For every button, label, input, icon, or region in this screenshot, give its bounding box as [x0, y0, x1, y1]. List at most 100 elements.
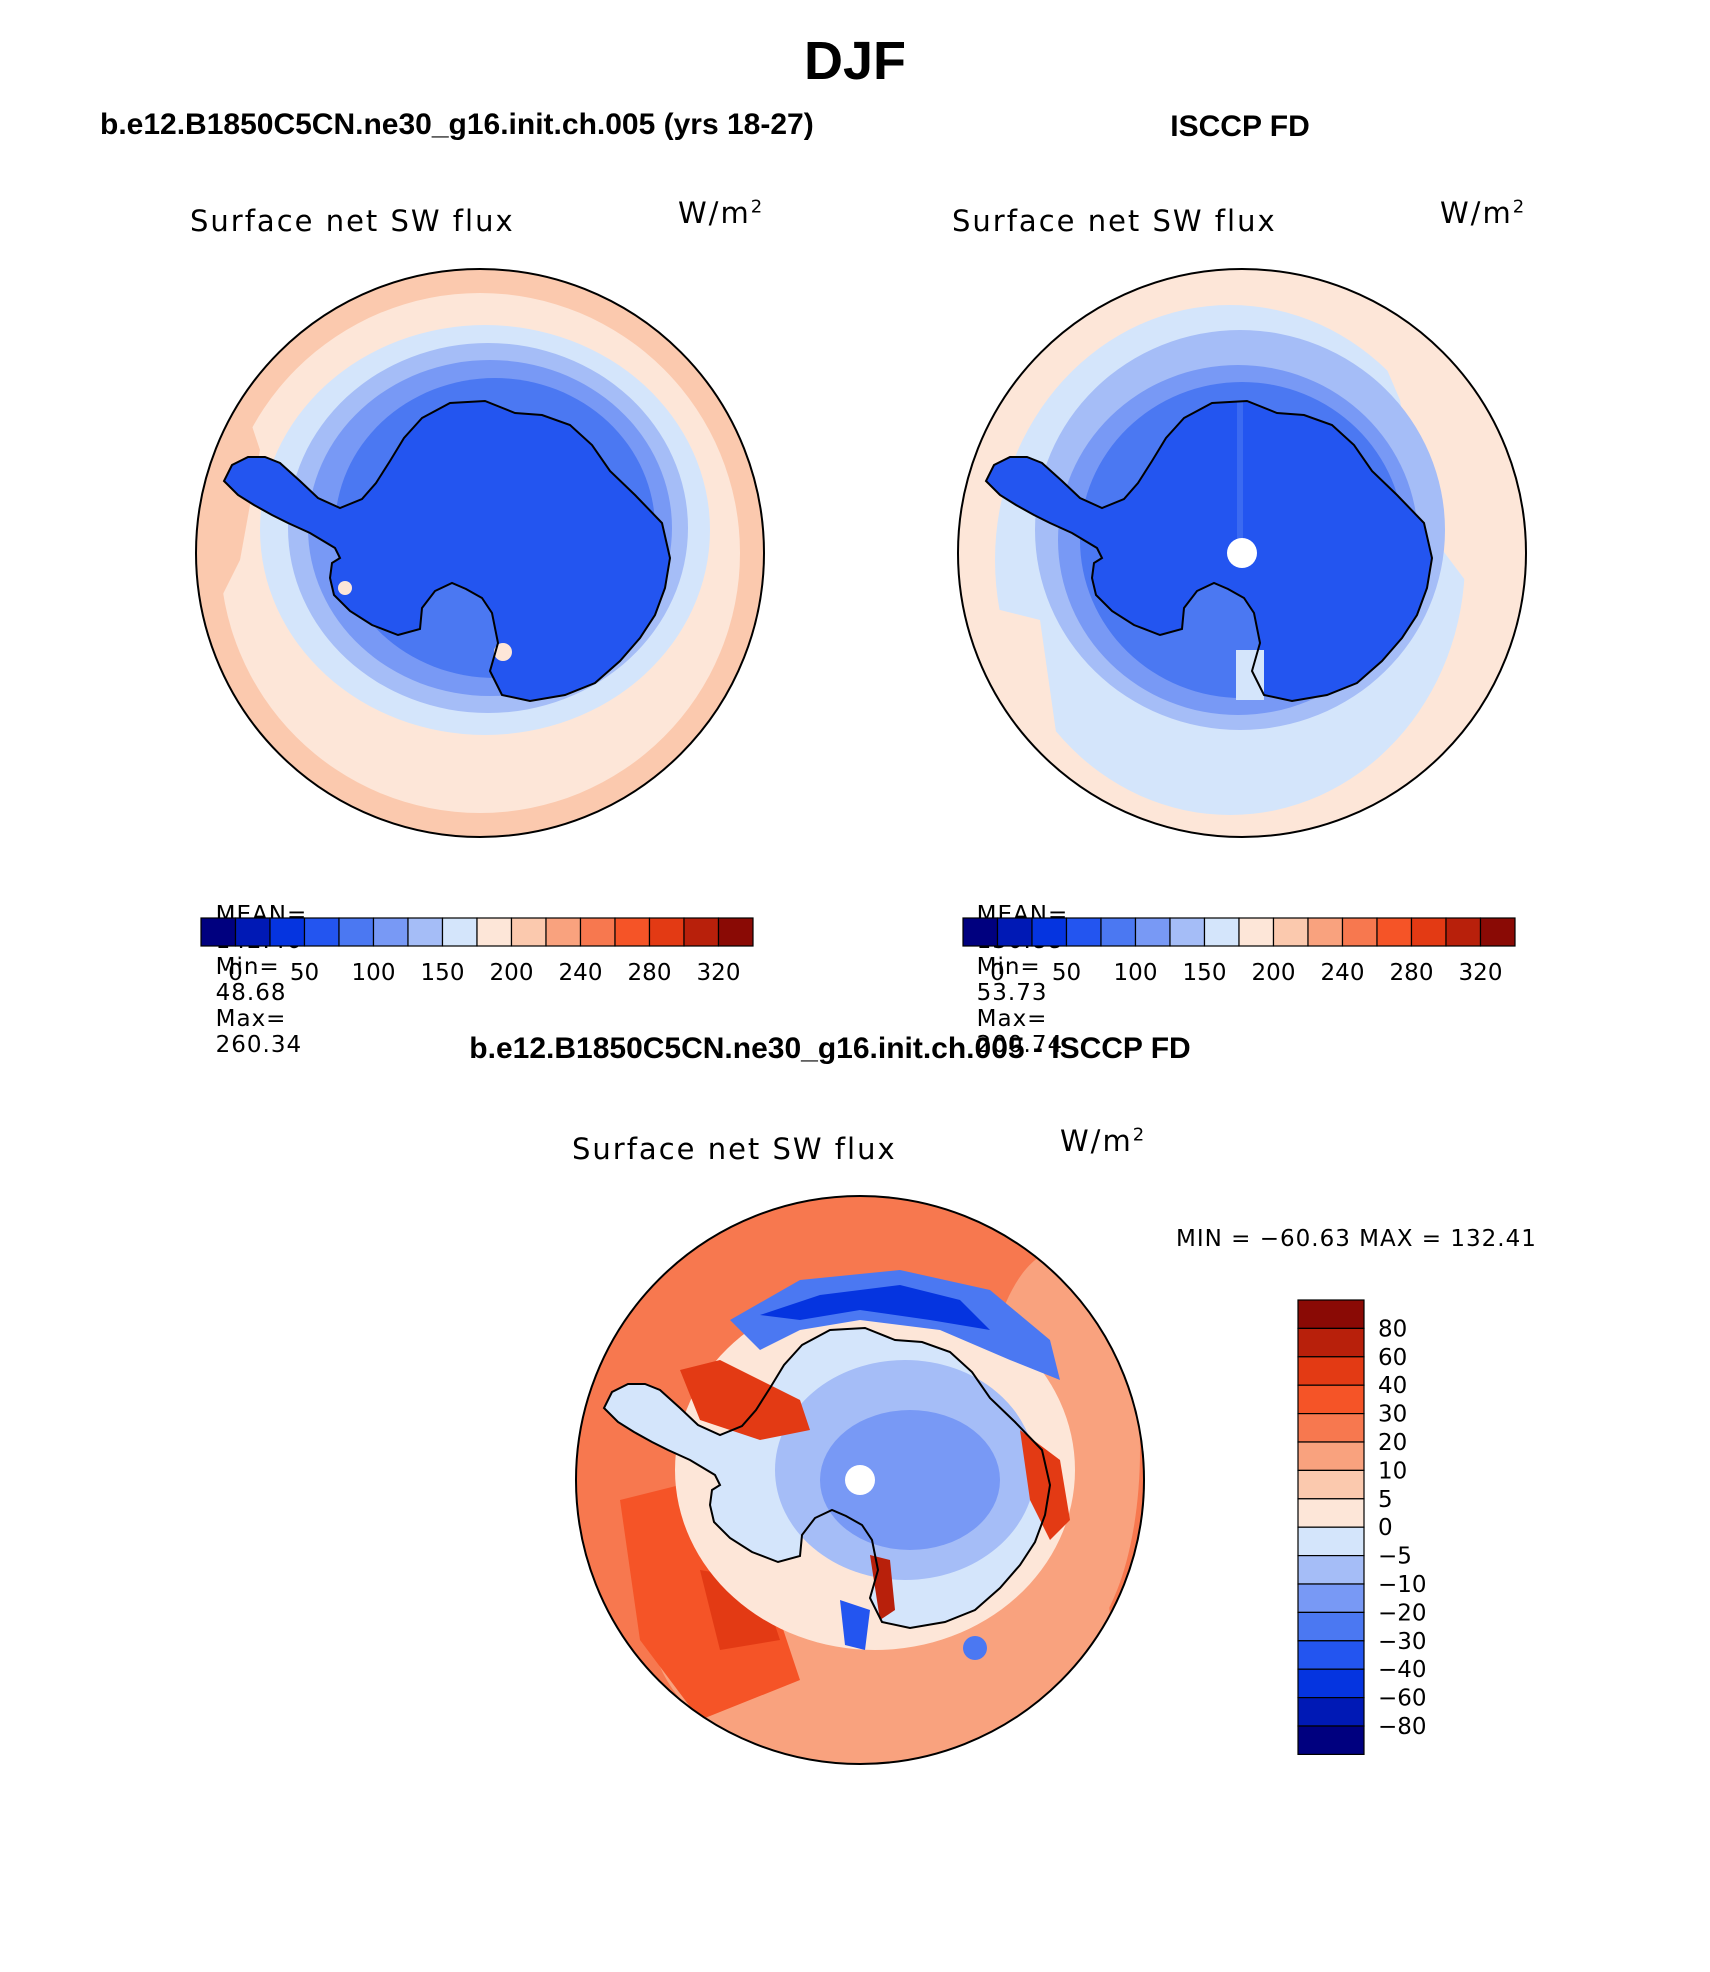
diff-colorbar-label: −30	[1378, 1629, 1427, 1655]
obs-colorbar-box-8	[1238, 917, 1275, 947]
diff-colorbar-label: 40	[1378, 1373, 1407, 1399]
diff-colorbar-label: −60	[1378, 1686, 1427, 1712]
diff-colorbar-label: 10	[1378, 1458, 1407, 1484]
obs-colorbar-box-13	[1410, 917, 1447, 947]
model-units-label: W/m2	[678, 196, 764, 230]
diff-colorbar-label: 60	[1378, 1345, 1407, 1371]
model-units-exponent: 2	[750, 196, 765, 218]
model-colorbar-box-3	[303, 917, 340, 947]
obs-colorbar-label: 100	[1114, 960, 1158, 986]
model-min-label: Min=	[215, 954, 280, 980]
model-colorbar-box-14	[683, 917, 720, 947]
diff-units-base: W/m	[1060, 1124, 1133, 1158]
diff-units-exponent: 2	[1132, 1124, 1147, 1146]
diff-colorbar-box-11	[1297, 1611, 1365, 1642]
obs-colorbar: 0 50 100 150 200 240 280 320	[962, 917, 1516, 986]
diff-colorbar-label: 80	[1378, 1316, 1407, 1342]
model-colorbar-box-1	[234, 917, 271, 947]
obs-colorbar-label: 150	[1183, 960, 1227, 986]
model-min-value: 48.68	[215, 980, 287, 1006]
model-panel-header: b.e12.B1850C5CN.ne30_g16.init.ch.005 (yr…	[100, 108, 814, 141]
obs-colorbar-box-10	[1307, 917, 1344, 947]
diff-colorbar-box-5	[1297, 1441, 1365, 1471]
diff-colorbar-label: 30	[1378, 1402, 1407, 1428]
model-colorbar-box-6	[407, 917, 444, 947]
model-colorbar-box-5	[372, 917, 409, 947]
diff-colorbar-box-4	[1297, 1412, 1365, 1443]
diff-panel-header: b.e12.B1850C5CN.ne30_g16.init.ch.005 - I…	[469, 1032, 1191, 1065]
diff-colorbar-box-0	[1297, 1299, 1365, 1329]
obs-colorbar-label: 50	[1052, 960, 1081, 986]
obs-units-base: W/m	[1440, 196, 1513, 230]
model-colorbar-box-9	[510, 917, 547, 947]
model-colorbar-box-7	[441, 917, 478, 947]
obs-colorbar-box-15	[1479, 917, 1516, 947]
figure-title: DJF	[803, 31, 906, 91]
model-colorbar-label: 150	[421, 960, 465, 986]
obs-units-exponent: 2	[1512, 196, 1527, 218]
diff-variable-label: Surface net SW flux	[572, 1132, 897, 1166]
obs-colorbar-box-0	[962, 917, 999, 947]
diff-colorbar-label: −20	[1378, 1600, 1427, 1626]
obs-colorbar-box-2	[1031, 917, 1068, 947]
obs-colorbar-label: 0	[990, 960, 1005, 986]
obs-variable-label: Surface net SW flux	[952, 204, 1277, 238]
model-colorbar-box-11	[579, 917, 616, 947]
diff-colorbar-label: 5	[1378, 1487, 1393, 1513]
model-colorbar-box-4	[338, 917, 375, 947]
diff-minmax-label: MIN = −60.63 MAX = 132.41	[1176, 1226, 1537, 1252]
diff-colorbar-box-12	[1297, 1640, 1365, 1670]
diff-colorbar-label: −5	[1378, 1544, 1412, 1570]
diff-colorbar-box-9	[1297, 1554, 1365, 1585]
model-map	[196, 269, 764, 837]
model-colorbar-label: 240	[559, 960, 603, 986]
obs-min-value: 53.73	[976, 980, 1048, 1006]
model-colorbar-box-0	[200, 917, 237, 947]
obs-colorbar-box-1	[996, 917, 1033, 947]
model-colorbar-label: 50	[290, 960, 319, 986]
diff-pole-hole	[845, 1465, 875, 1495]
model-colorbar-box-10	[545, 917, 582, 947]
obs-colorbar-box-14	[1445, 917, 1482, 947]
diff-colorbar-box-10	[1297, 1583, 1365, 1613]
diff-colorbar-box-1	[1297, 1327, 1365, 1358]
model-colorbar-label: 100	[352, 960, 396, 986]
diff-colorbar-label: 20	[1378, 1430, 1407, 1456]
diff-colorbar-label: 0	[1378, 1515, 1393, 1541]
obs-colorbar-box-9	[1272, 917, 1309, 947]
diff-colorbar-label: −10	[1378, 1572, 1427, 1598]
model-colorbar-box-12	[614, 917, 651, 947]
model-colorbar-label: 280	[628, 960, 672, 986]
obs-colorbar-box-7	[1203, 917, 1240, 947]
obs-colorbar-box-6	[1169, 917, 1206, 947]
obs-colorbar-box-5	[1134, 917, 1171, 947]
model-colorbar-box-2	[269, 917, 306, 947]
obs-max-label: Max=	[976, 1006, 1048, 1032]
diff-colorbar-box-6	[1297, 1469, 1365, 1500]
obs-colorbar-label: 320	[1459, 960, 1503, 986]
diff-colorbar-box-3	[1297, 1384, 1365, 1415]
obs-colorbar-box-11	[1341, 917, 1378, 947]
diff-units-label: W/m2	[1060, 1124, 1146, 1158]
obs-pole-hole	[1227, 538, 1257, 568]
model-colorbar-label: 320	[697, 960, 741, 986]
obs-colorbar-box-12	[1376, 917, 1413, 947]
obs-units-label: W/m2	[1440, 196, 1526, 230]
diff-colorbar-box-8	[1297, 1526, 1365, 1557]
diff-colorbar-box-15	[1297, 1725, 1365, 1755]
model-colorbar-label: 0	[228, 960, 243, 986]
obs-colorbar-label: 240	[1321, 960, 1365, 986]
diff-colorbar-label: −80	[1378, 1714, 1427, 1740]
model-colorbar-label: 200	[490, 960, 534, 986]
diff-colorbar-box-13	[1297, 1668, 1365, 1699]
diff-colorbar-box-2	[1297, 1356, 1365, 1386]
model-colorbar: 0 50 100 150 200 240 280 320	[200, 917, 754, 986]
obs-colorbar-box-4	[1100, 917, 1137, 947]
model-colorbar-box-13	[648, 917, 685, 947]
obs-colorbar-label: 200	[1252, 960, 1296, 986]
model-colorbar-box-8	[476, 917, 513, 947]
diff-colorbar-label: −40	[1378, 1657, 1427, 1683]
diff-colorbar-box-14	[1297, 1696, 1365, 1727]
